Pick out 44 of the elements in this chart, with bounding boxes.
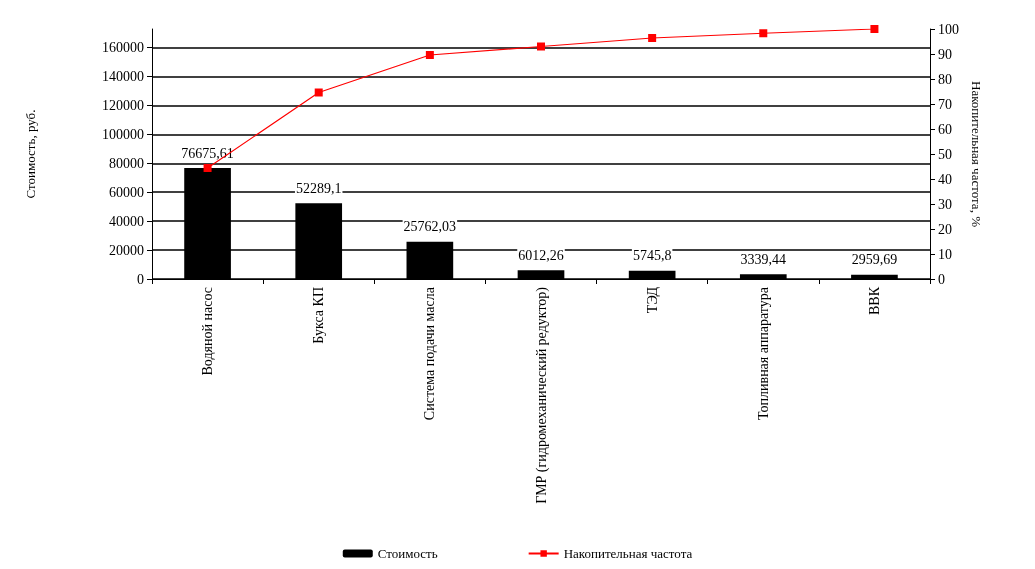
data-label: 6012,26 bbox=[518, 247, 564, 263]
y-tick-label: 140000 bbox=[102, 68, 144, 84]
y2-tick-label: 90 bbox=[938, 46, 952, 62]
point bbox=[314, 88, 323, 97]
point bbox=[537, 42, 545, 51]
y-tick-label: 40000 bbox=[109, 213, 144, 229]
y2-tick-label: 70 bbox=[938, 96, 952, 112]
y2-axis-title: Накопительная частота, % bbox=[969, 81, 984, 228]
x-tick-label: Букса КП bbox=[311, 287, 327, 344]
data-label: 3339,44 bbox=[740, 251, 787, 267]
y2-tick-label: 40 bbox=[938, 171, 952, 187]
y2-tick-label: 0 bbox=[938, 271, 945, 287]
y-tick-label: 60000 bbox=[109, 184, 144, 200]
y2-tick-label: 80 bbox=[938, 71, 952, 87]
y2-tick-label: 10 bbox=[938, 246, 952, 262]
y2-tick-label: 50 bbox=[938, 146, 952, 162]
y-tick-label: 0 bbox=[137, 271, 144, 287]
x-tick-label: Водяной насос bbox=[200, 287, 216, 376]
y-tick-label: 120000 bbox=[102, 97, 144, 113]
y2-tick-label: 30 bbox=[938, 196, 952, 212]
x-tick-label: ГМР (гидромеханический редуктор) bbox=[533, 286, 550, 504]
point bbox=[203, 164, 212, 172]
data-label: 52289,1 bbox=[295, 180, 342, 196]
x-tick-label: ТЭД bbox=[644, 286, 660, 314]
y-axis-title: Стоимость, руб. bbox=[23, 109, 38, 199]
x-tick-label: Система подачи масла bbox=[422, 286, 438, 421]
legend-label: Накопительная частота bbox=[563, 546, 693, 561]
y-tick-label: 20000 bbox=[109, 242, 144, 258]
point bbox=[648, 34, 657, 42]
data-label: 5745,8 bbox=[632, 248, 672, 264]
data-label: 25762,03 bbox=[403, 219, 457, 235]
y2-tick-label: 60 bbox=[938, 121, 952, 137]
y-tick-label: 100000 bbox=[102, 126, 144, 142]
y-tick-label: 160000 bbox=[102, 40, 144, 56]
y-tick-label: 80000 bbox=[109, 155, 144, 171]
x-tick-label: Топливная аппаратура bbox=[755, 286, 771, 420]
data-label: 2959,69 bbox=[851, 252, 898, 268]
point bbox=[759, 29, 768, 38]
point bbox=[870, 25, 879, 33]
x-tick-label: ВВК bbox=[866, 286, 882, 316]
y2-tick-label: 20 bbox=[938, 221, 952, 237]
legend-label: Стоимость bbox=[377, 546, 438, 561]
point bbox=[425, 51, 434, 59]
y2-tick-label: 100 bbox=[938, 21, 959, 37]
